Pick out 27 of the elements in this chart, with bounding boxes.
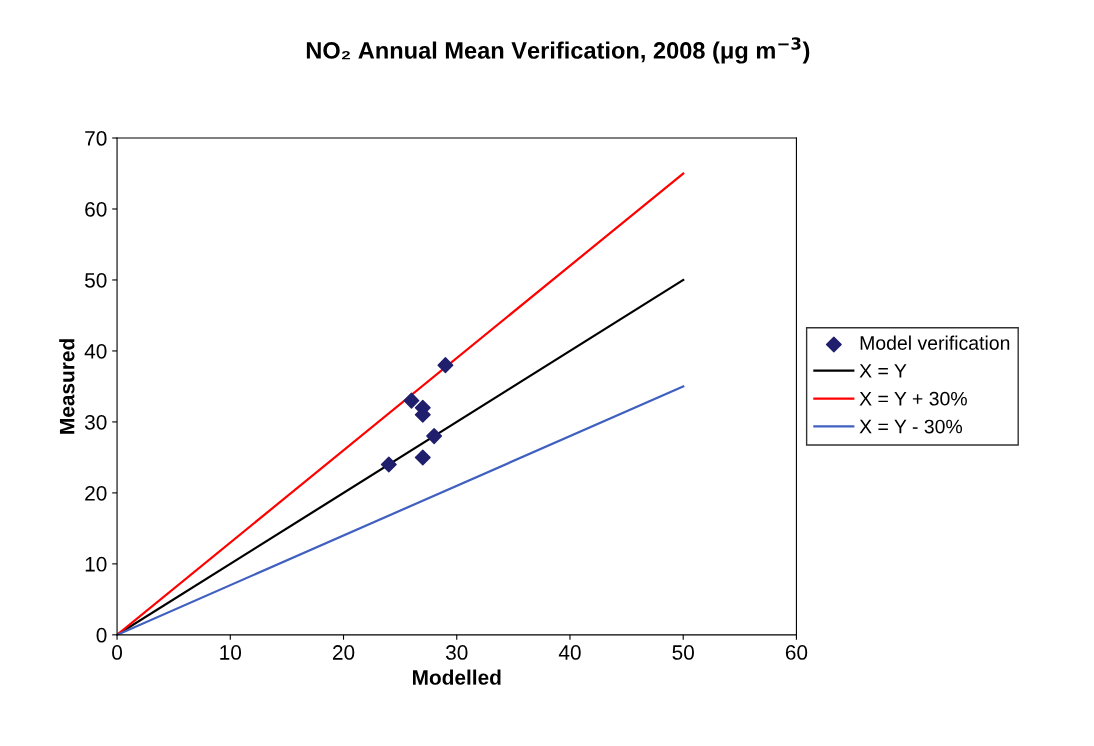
point	[437, 357, 454, 374]
x-tick-label: 60	[785, 645, 808, 660]
y-tick-label: 40	[84, 343, 107, 359]
y-tick-label: 50	[85, 272, 107, 288]
y-tick-label: 70	[85, 131, 107, 146]
point	[380, 456, 397, 473]
point	[403, 392, 420, 409]
y-tick-label: 10	[85, 556, 107, 572]
y-tick-label: 20	[85, 485, 107, 501]
x-tick-label: 20	[332, 645, 355, 660]
x-tick-label: 50	[672, 645, 694, 660]
x-tick-label: 10	[220, 645, 242, 660]
legend-label: X = Y	[859, 364, 907, 378]
point	[414, 449, 431, 466]
point	[426, 428, 443, 445]
legend-label: X = Y - 30%	[859, 419, 963, 434]
x-axis-title: Modelled	[413, 669, 501, 685]
y-tick-label: 60	[85, 201, 107, 217]
y-axis-title: Measured	[59, 339, 75, 434]
chart-title: NO₂ Annual Mean Verification, 2008 (μg m$^{−3}$)	[306, 37, 810, 64]
y-tick-label: 30	[84, 414, 107, 430]
x-tick-label: 0	[112, 645, 123, 660]
y-tick-label: 0	[96, 627, 107, 643]
legend-label: X = Y + 30%	[859, 391, 967, 406]
x-tick-label: 40	[558, 645, 581, 660]
legend-label: Model verification	[860, 335, 1010, 350]
x-tick-label: 30	[445, 645, 468, 660]
